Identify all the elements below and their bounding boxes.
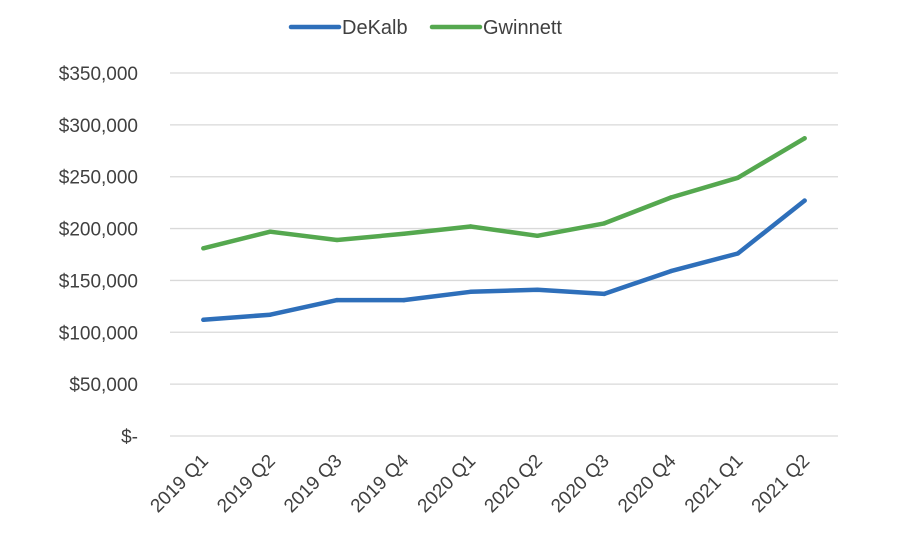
legend-label: Gwinnett bbox=[483, 17, 562, 39]
x-tick-label: 2020 Q4 bbox=[614, 450, 681, 517]
gridlines bbox=[170, 72, 838, 437]
data-point bbox=[735, 175, 740, 180]
data-point bbox=[802, 136, 807, 141]
legend-label: DeKalb bbox=[342, 17, 408, 39]
x-axis-tick-labels: 2019 Q1 2019 Q2 2019 Q3 2019 Q4 2020 Q1 2020 … bbox=[147, 450, 815, 517]
data-point bbox=[268, 229, 273, 234]
y-tick-label: $100,000 bbox=[59, 323, 138, 344]
series-lines bbox=[201, 136, 807, 323]
data-point bbox=[468, 224, 473, 229]
data-point bbox=[802, 198, 807, 203]
x-tick-label: 2021 Q2 bbox=[748, 451, 814, 517]
data-point bbox=[468, 289, 473, 295]
data-point bbox=[668, 268, 674, 274]
y-tick-label: $350,000 bbox=[59, 64, 138, 85]
data-point bbox=[535, 233, 540, 239]
data-point bbox=[201, 317, 206, 323]
data-point bbox=[401, 231, 406, 236]
y-axis-tick-labels: $350,000 $300,000 $250,000 $200,000 $150,000… bbox=[59, 64, 138, 448]
data-point bbox=[401, 297, 406, 303]
x-tick-label: 2019 Q4 bbox=[347, 450, 414, 517]
data-point bbox=[268, 312, 273, 317]
data-point bbox=[334, 297, 340, 303]
legend: DeKalb Gwinnett bbox=[288, 17, 562, 39]
x-tick-label: 2020 Q1 bbox=[414, 451, 480, 517]
x-tick-label: 2019 Q3 bbox=[280, 451, 346, 517]
y-tick-label: $50,000 bbox=[69, 375, 138, 396]
y-tick-label: $150,000 bbox=[59, 271, 138, 292]
data-point bbox=[602, 291, 607, 297]
x-tick-label: 2020 Q3 bbox=[547, 451, 613, 517]
data-point bbox=[535, 287, 540, 292]
x-tick-label: 2020 Q2 bbox=[481, 451, 547, 517]
y-tick-label: $250,000 bbox=[59, 168, 138, 189]
data-point bbox=[735, 251, 740, 256]
data-point bbox=[201, 246, 206, 251]
series-line-dekalb bbox=[201, 198, 807, 323]
series-line-gwinnett bbox=[201, 136, 807, 251]
data-point bbox=[602, 221, 607, 226]
data-point bbox=[668, 195, 674, 200]
y-tick-label: $200,000 bbox=[59, 220, 138, 241]
y-tick-label: $- bbox=[121, 427, 138, 448]
y-tick-label: $300,000 bbox=[59, 116, 138, 137]
x-tick-label: 2019 Q2 bbox=[213, 451, 279, 517]
x-tick-label: 2021 Q1 bbox=[681, 451, 747, 517]
data-point bbox=[334, 237, 340, 243]
x-tick-label: 2019 Q1 bbox=[147, 451, 213, 517]
